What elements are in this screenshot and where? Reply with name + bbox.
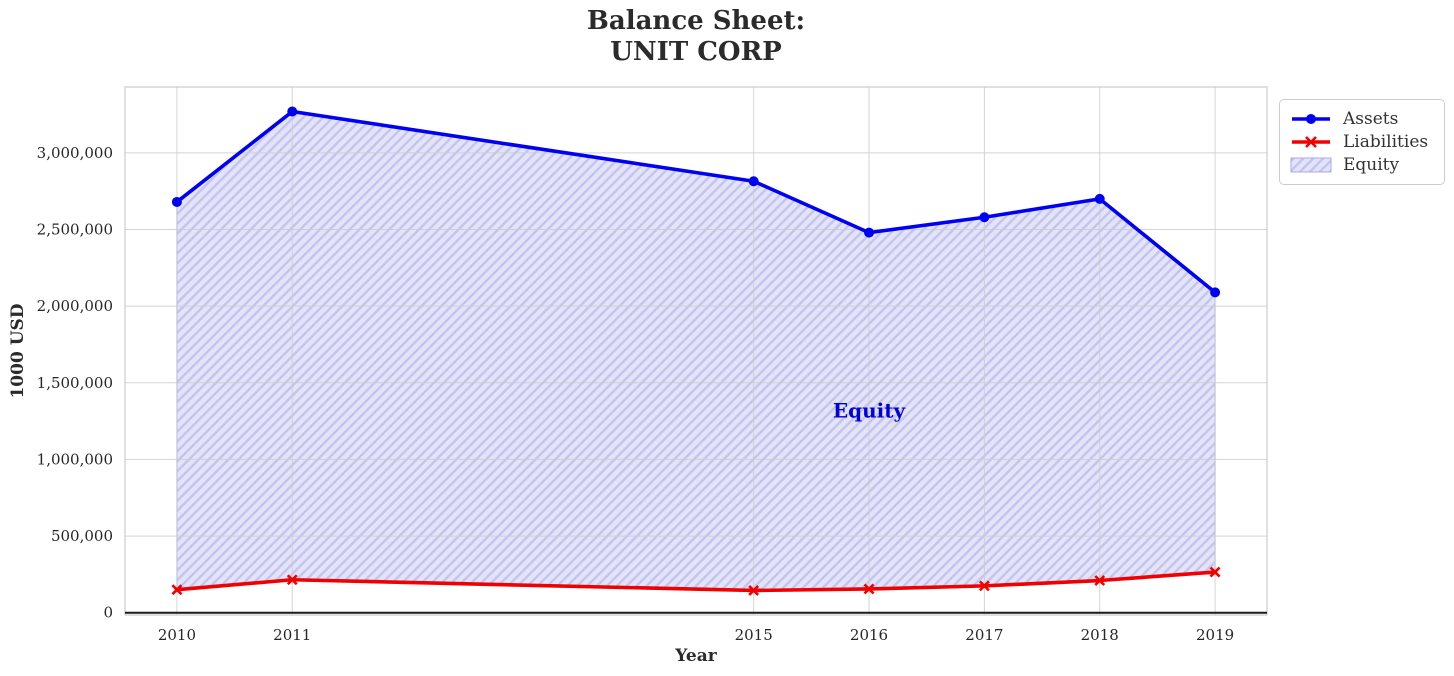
- x-tick-label: 2015: [735, 626, 773, 644]
- x-tick-label: 2010: [158, 626, 196, 644]
- legend-label-equity: Equity: [1343, 155, 1400, 176]
- y-tick-label: 0: [103, 604, 113, 622]
- y-tick-label: 2,000,000: [37, 297, 113, 315]
- legend-label-assets: Assets: [1343, 108, 1399, 129]
- y-tick-label: 1,000,000: [37, 450, 113, 468]
- liabilities-marker: [1209, 566, 1221, 578]
- x-tick-label: 2018: [1081, 626, 1119, 644]
- liabilities-marker: [286, 574, 298, 586]
- equity-annotation: Equity: [833, 398, 907, 422]
- assets-marker: [287, 106, 298, 117]
- assets-line-icon: [1292, 113, 1330, 124]
- liabilities-marker: [863, 583, 875, 595]
- x-axis-label: Year: [675, 646, 717, 666]
- chart-title-line1: Balance Sheet:: [586, 6, 806, 36]
- y-tick-label: 3,000,000: [37, 144, 113, 162]
- liabilities-marker: [748, 585, 760, 596]
- equity-hatch-icon: [1290, 157, 1332, 173]
- liabilities-marker: [1094, 575, 1106, 586]
- y-tick-label: 500,000: [51, 527, 113, 545]
- legend-item-assets: Assets: [1290, 107, 1434, 130]
- x-tick-label: 2019: [1196, 626, 1234, 644]
- assets-marker: [171, 196, 182, 207]
- assets-marker: [1094, 193, 1105, 204]
- legend-item-equity: Equity: [1290, 154, 1434, 177]
- legend-label-liabilities: Liabilities: [1343, 131, 1429, 152]
- liabilities-line-icon: [1292, 136, 1330, 148]
- legend-item-liabilities: Liabilities: [1290, 130, 1434, 153]
- liabilities-marker: [978, 580, 990, 592]
- assets-marker: [748, 176, 759, 187]
- assets-marker: [979, 212, 990, 223]
- liabilities-marker: [171, 584, 183, 596]
- equity-fill-area: [176, 110, 1216, 591]
- chart-title: Balance Sheet: UNIT CORP: [125, 6, 1267, 68]
- x-tick-label: 2016: [850, 626, 888, 644]
- y-tick-label: 1,500,000: [37, 374, 113, 392]
- assets-marker: [864, 227, 875, 238]
- y-tick-label: 2,500,000: [37, 221, 113, 239]
- plot-border: [124, 86, 1268, 616]
- legend: Assets Liabilities Equity: [1279, 99, 1445, 185]
- x-tick-label: 2011: [273, 626, 311, 644]
- chart-title-line2: UNIT CORP: [610, 37, 782, 67]
- assets-marker: [1210, 287, 1221, 298]
- x-tick-label: 2017: [965, 626, 1003, 644]
